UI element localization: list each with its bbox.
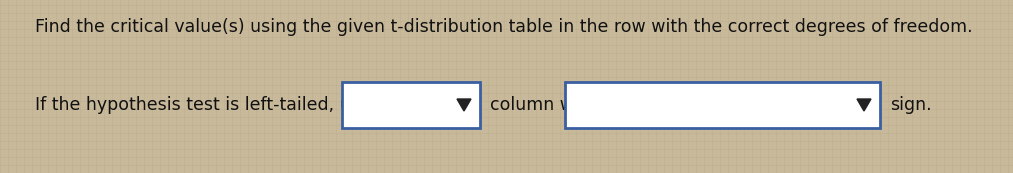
Polygon shape [457, 99, 471, 111]
Bar [342, 82, 480, 128]
Text: Find the critical value(s) using the given t-distribution table in the row with : Find the critical value(s) using the giv… [35, 18, 972, 36]
Polygon shape [857, 99, 871, 111]
Text: If the hypothesis test is left-tailed, use the: If the hypothesis test is left-tailed, u… [35, 96, 405, 114]
Text: column with a: column with a [490, 96, 613, 114]
Bar [565, 82, 880, 128]
Text: sign.: sign. [890, 96, 932, 114]
